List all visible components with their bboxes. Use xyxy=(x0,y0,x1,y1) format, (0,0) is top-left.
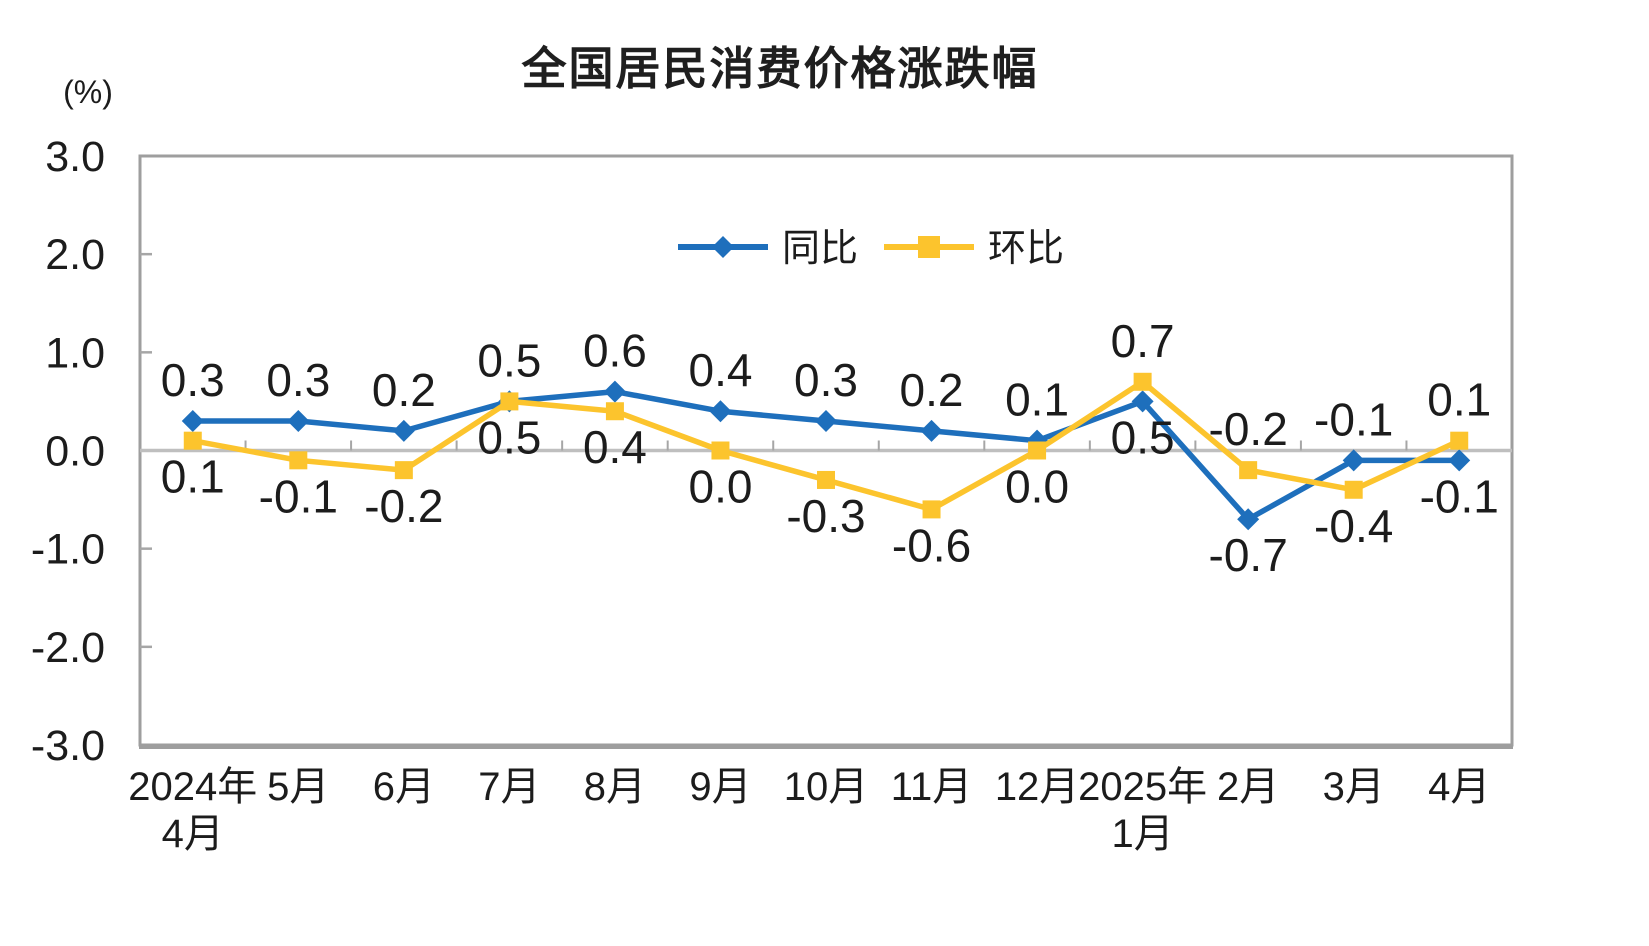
y-axis-tick-label: -3.0 xyxy=(31,722,105,770)
marker-yoy xyxy=(603,380,626,403)
y-axis-tick-label: -2.0 xyxy=(31,624,105,672)
legend-item-yoy: 同比 xyxy=(678,228,858,270)
marker-mom xyxy=(1028,441,1047,460)
x-axis-label: 2月 xyxy=(1217,765,1279,809)
x-axis-label: 9月 xyxy=(689,765,751,809)
x-axis-label: 6月 xyxy=(373,765,435,809)
x-axis-label: 2025年 xyxy=(1078,765,1207,809)
x-axis-label: 8月 xyxy=(584,765,646,809)
marker-mom xyxy=(500,392,519,411)
marker-yoy xyxy=(1131,390,1154,413)
data-label-mom: 0.4 xyxy=(583,421,647,473)
data-label-mom: -0.2 xyxy=(364,480,443,532)
data-label-yoy: 0.1 xyxy=(1005,374,1069,426)
x-axis-label: 4月 xyxy=(162,812,224,856)
marker-mom xyxy=(394,461,413,480)
y-axis-tick-label: 1.0 xyxy=(45,329,105,377)
marker-yoy xyxy=(920,419,943,442)
marker-yoy xyxy=(815,410,837,433)
data-label-yoy: 0.3 xyxy=(794,354,858,406)
x-axis-label: 3月 xyxy=(1323,765,1385,809)
x-axis-label: 12月 xyxy=(995,765,1080,809)
marker-yoy xyxy=(392,419,415,442)
legend-marker-yoy xyxy=(712,236,734,258)
data-label-yoy: -0.1 xyxy=(1314,393,1393,445)
data-label-mom: -0.4 xyxy=(1314,500,1393,552)
data-label-yoy: 0.5 xyxy=(1111,411,1175,463)
marker-mom xyxy=(605,402,624,421)
legend-label-yoy: 同比 xyxy=(782,228,858,270)
y-axis-tick-label: 3.0 xyxy=(45,133,105,181)
legend-label-mom: 环比 xyxy=(988,228,1064,270)
y-axis-tick-label: 0.0 xyxy=(45,428,105,476)
x-axis-label: 4月 xyxy=(1428,765,1490,809)
data-label-yoy: -0.1 xyxy=(1420,470,1499,522)
data-label-mom: 0.1 xyxy=(1427,374,1491,426)
y-axis-unit-label: (%) xyxy=(63,74,113,110)
data-label-yoy: 0.4 xyxy=(688,344,752,396)
marker-mom xyxy=(711,441,730,460)
data-label-mom: -0.6 xyxy=(892,519,971,571)
data-label-yoy: 0.3 xyxy=(266,354,330,406)
marker-yoy xyxy=(287,410,310,433)
marker-yoy xyxy=(1237,508,1260,531)
marker-mom xyxy=(817,470,835,489)
marker-yoy xyxy=(1342,449,1365,472)
x-axis-label: 1月 xyxy=(1111,812,1173,856)
data-label-yoy: 0.5 xyxy=(477,334,541,386)
series-mom xyxy=(183,372,1469,519)
x-axis-label: 5月 xyxy=(267,765,329,809)
marker-mom xyxy=(1450,431,1469,450)
data-label-yoy: 0.2 xyxy=(900,364,964,416)
data-label-mom: 0.7 xyxy=(1111,315,1175,367)
legend-item-mom: 环比 xyxy=(884,228,1064,270)
y-axis-tick-label: -1.0 xyxy=(31,526,105,574)
marker-yoy xyxy=(181,410,204,433)
data-label-mom: 0.1 xyxy=(161,451,225,503)
data-label-mom: 0.5 xyxy=(477,411,541,463)
data-label-mom: -0.3 xyxy=(786,490,865,542)
data-label-yoy: 0.3 xyxy=(161,354,225,406)
x-axis-label: 10月 xyxy=(784,765,869,809)
y-axis-tick-label: 2.0 xyxy=(45,231,105,279)
legend: 同比 环比 xyxy=(678,228,1064,270)
marker-yoy xyxy=(1448,449,1471,472)
series-yoy xyxy=(181,380,1471,531)
marker-mom xyxy=(289,451,308,470)
marker-mom xyxy=(1344,480,1363,499)
chart-title: 全国居民消费价格涨跌幅 xyxy=(521,43,1039,94)
marker-yoy xyxy=(709,400,732,423)
marker-mom xyxy=(1239,461,1258,480)
data-label-mom: -0.2 xyxy=(1209,403,1288,455)
data-label-mom: 0.0 xyxy=(1005,461,1069,513)
data-label-yoy: 0.2 xyxy=(372,364,436,416)
marker-mom xyxy=(183,431,202,450)
marker-mom xyxy=(922,500,941,519)
x-axis-label: 11月 xyxy=(891,765,973,809)
legend-marker-mom xyxy=(918,236,940,258)
marker-mom xyxy=(1133,372,1152,391)
data-label-mom: -0.1 xyxy=(259,470,338,522)
data-label-yoy: -0.7 xyxy=(1209,529,1288,581)
data-label-yoy: 0.6 xyxy=(583,325,647,377)
x-axis-label: 2024年 xyxy=(128,765,257,809)
x-axis-label: 7月 xyxy=(478,765,540,809)
data-label-mom: 0.0 xyxy=(688,461,752,513)
